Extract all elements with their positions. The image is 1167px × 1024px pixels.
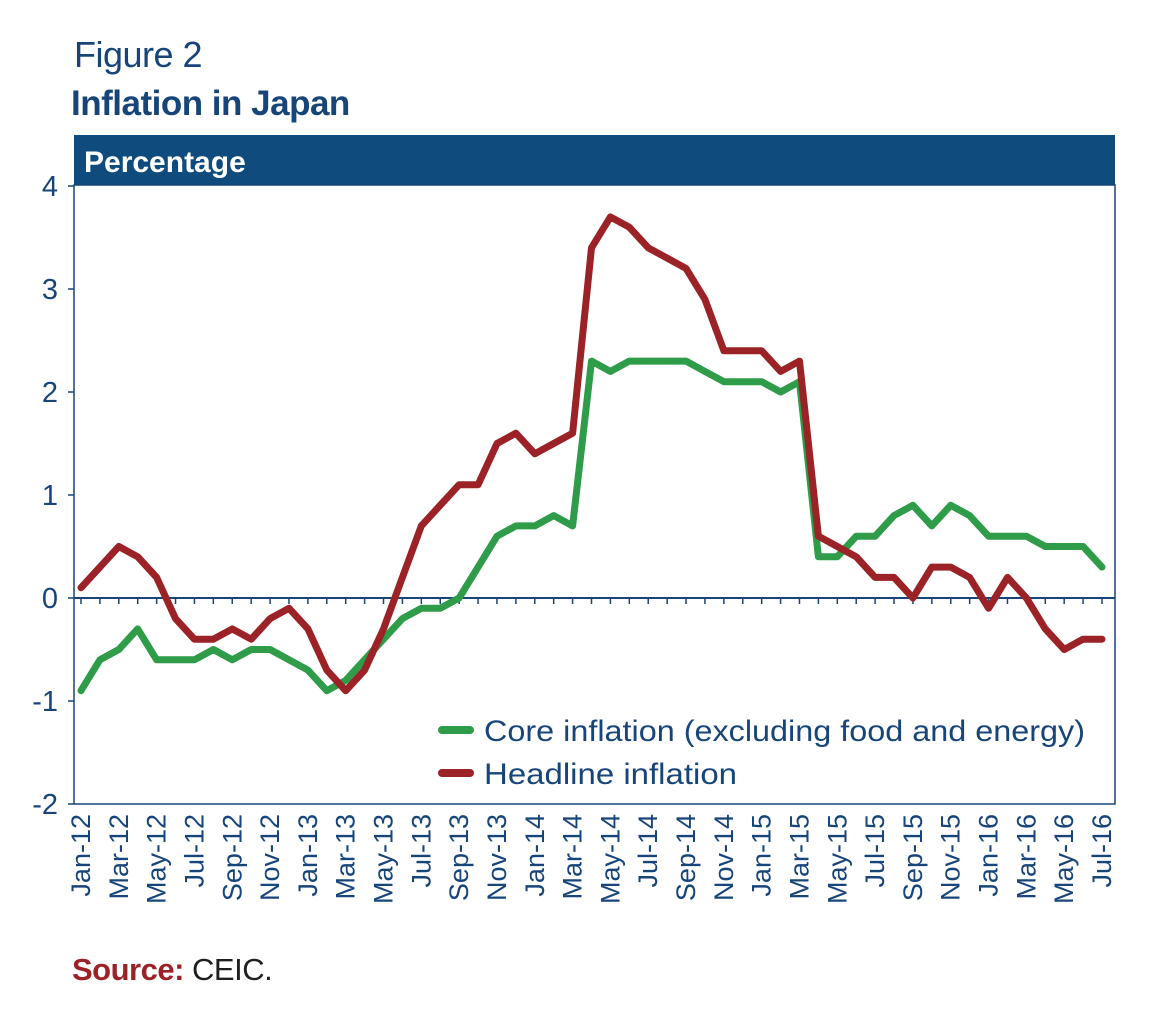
x-tick-label: May-15 [822, 814, 852, 904]
y-tick-label: 4 [42, 171, 58, 203]
y-tick-label: -2 [32, 789, 58, 821]
x-tick-label: Nov-13 [482, 814, 512, 901]
x-tick-label: Jul-12 [179, 814, 209, 888]
x-tick-label: Mar-12 [104, 814, 134, 900]
y-tick-label: 2 [42, 377, 58, 409]
y-tick-label: 3 [42, 274, 58, 306]
x-tick-label: Mar-14 [558, 814, 588, 900]
x-tick-label: Jul-13 [406, 814, 436, 888]
source-text: CEIC. [192, 952, 273, 987]
x-tick-label: Mar-13 [331, 814, 361, 900]
y-tick-label: -1 [32, 686, 58, 718]
x-tick-label: Jul-14 [633, 814, 663, 888]
series-line-core [77, 357, 1106, 695]
x-tick-label: Jan-12 [66, 814, 96, 897]
series-line-headline [77, 213, 1106, 695]
x-tick-label: Jan-15 [747, 814, 777, 897]
x-tick-label: Sep-13 [444, 814, 474, 901]
x-tick-label: Jan-13 [293, 814, 323, 897]
x-tick-label: Mar-16 [1011, 814, 1041, 900]
x-tick-label: Nov-14 [709, 814, 739, 901]
ylabel-header-text: Percentage [84, 146, 246, 179]
x-tick-label: Jul-16 [1087, 814, 1117, 888]
legend-label-headline: Headline inflation [484, 758, 737, 791]
x-tick-label: Nov-12 [255, 814, 285, 901]
x-tick-label: May-14 [595, 814, 625, 904]
source-note: Source: CEIC. [72, 952, 273, 988]
y-tick-label: 0 [42, 583, 58, 615]
plot-frame [73, 184, 1116, 805]
figure-title: Inflation in Japan [71, 84, 350, 123]
x-tick-label: Sep-14 [671, 814, 701, 901]
x-tick-label: Jan-16 [974, 814, 1004, 897]
x-tick-label: Mar-15 [784, 814, 814, 900]
y-tick-label: 1 [42, 480, 58, 512]
x-tick-label: Sep-12 [217, 814, 247, 901]
source-label: Source: [72, 952, 184, 987]
x-tick-label: May-16 [1049, 814, 1079, 904]
x-tick-label: May-12 [142, 814, 172, 904]
x-tick-label: Jan-14 [520, 814, 550, 897]
figure-label: Figure 2 [74, 34, 203, 75]
ylabel-header-bar [74, 135, 1115, 185]
x-tick-label: Nov-15 [936, 814, 966, 901]
x-tick-label: May-13 [369, 814, 399, 904]
x-tick-label: Jul-15 [860, 814, 890, 888]
x-tick-label: Sep-15 [898, 814, 928, 901]
legend-label-core: Core inflation (excluding food and energ… [484, 715, 1085, 748]
